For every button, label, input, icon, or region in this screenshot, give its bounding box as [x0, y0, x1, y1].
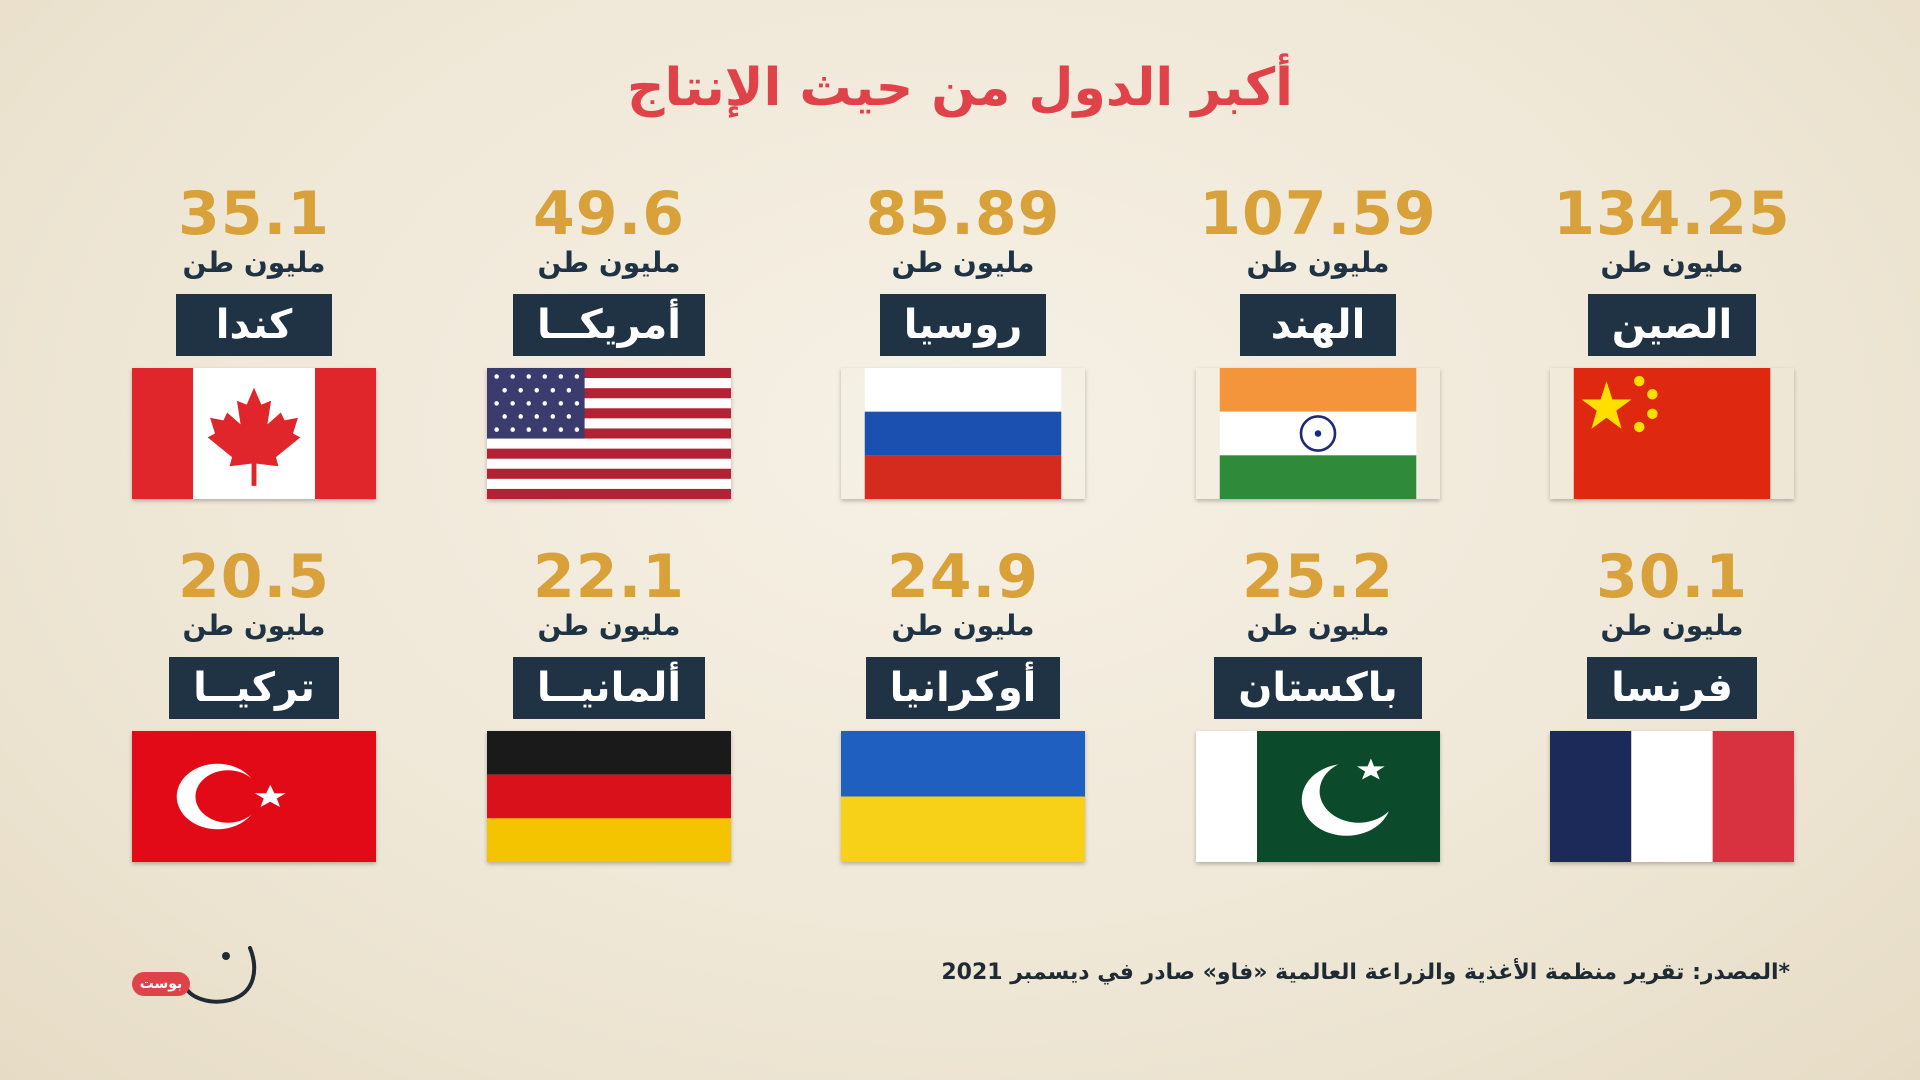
- turkey-flag-icon: [132, 731, 376, 862]
- usa-flag-icon: [487, 368, 731, 499]
- source-note: *المصدر: تقرير منظمة الأغذية والزراعة ال…: [941, 958, 1790, 988]
- country-name: الهند: [1240, 294, 1396, 356]
- production-unit: مليون طن: [1246, 609, 1390, 642]
- germany-flag-icon: [487, 731, 731, 862]
- production-value: 134.25: [1553, 179, 1791, 249]
- country-name: باكستان: [1214, 657, 1422, 719]
- production-value: 35.1: [177, 179, 331, 249]
- country-card-china: 134.25 مليون طن الصين: [1542, 182, 1802, 499]
- country-card-france: 30.1 مليون طن فرنسا: [1542, 545, 1802, 862]
- india-flag-icon: [1219, 368, 1417, 499]
- country-name: روسيا: [879, 294, 1047, 356]
- production-unit: مليون طن: [537, 246, 681, 279]
- production-value: 24.9: [886, 542, 1040, 612]
- production-value: 20.5: [177, 542, 331, 612]
- production-value: 49.6: [532, 179, 686, 249]
- country-name: أوكرانيا: [865, 657, 1061, 719]
- source-label: *المصدر:: [1692, 960, 1790, 985]
- production-value: 107.59: [1199, 179, 1437, 249]
- logo-text: بوست: [139, 976, 183, 992]
- country-name: تركيــا: [169, 657, 339, 719]
- production-unit: مليون طن: [1246, 246, 1390, 279]
- country-card-canada: 35.1 مليون طن كندا: [124, 182, 384, 499]
- country-card-ukraine: 24.9 مليون طن أوكرانيا: [833, 545, 1093, 862]
- country-name: أمريكــا: [512, 294, 705, 356]
- production-value: 85.89: [865, 179, 1061, 249]
- production-unit: مليون طن: [891, 609, 1035, 642]
- production-value: 25.2: [1241, 542, 1395, 612]
- production-unit: مليون طن: [1600, 609, 1744, 642]
- pakistan-flag-icon: [1196, 731, 1440, 862]
- production-unit: مليون طن: [1600, 246, 1744, 279]
- canada-flag-icon: [132, 368, 376, 499]
- logo-mark-icon: [132, 946, 257, 1004]
- country-name: فرنسا: [1587, 657, 1757, 719]
- country-name: الصين: [1587, 294, 1757, 356]
- production-unit: مليون طن: [891, 246, 1035, 279]
- country-card-russia: 85.89 مليون طن روسيا: [833, 182, 1093, 499]
- source-text: تقرير منظمة الأغذية والزراعة العالمية «ف…: [941, 960, 1685, 985]
- production-value: 22.1: [532, 542, 686, 612]
- country-name: كندا: [176, 294, 332, 356]
- country-card-india: 107.59 مليون طن الهند: [1188, 182, 1448, 499]
- china-flag-icon: [1573, 368, 1771, 499]
- country-card-turkey: 20.5 مليون طن تركيــا: [124, 545, 384, 862]
- production-unit: مليون طن: [182, 609, 326, 642]
- production-unit: مليون طن: [182, 246, 326, 279]
- production-value: 30.1: [1595, 542, 1749, 612]
- country-name: ألمانيــا: [512, 657, 706, 719]
- ukraine-flag-icon: [841, 731, 1085, 862]
- country-card-pakistan: 25.2 مليون طن باكستان: [1188, 545, 1448, 862]
- brand-logo: بوست: [130, 938, 270, 1018]
- production-unit: مليون طن: [537, 609, 681, 642]
- france-flag-icon: [1550, 731, 1794, 862]
- russia-flag-icon: [864, 368, 1062, 499]
- page-title: أكبر الدول من حيث الإنتاج: [627, 58, 1293, 118]
- country-card-usa: 49.6 مليون طن أمريكــا: [479, 182, 739, 499]
- country-card-germany: 22.1 مليون طن ألمانيــا: [479, 545, 739, 862]
